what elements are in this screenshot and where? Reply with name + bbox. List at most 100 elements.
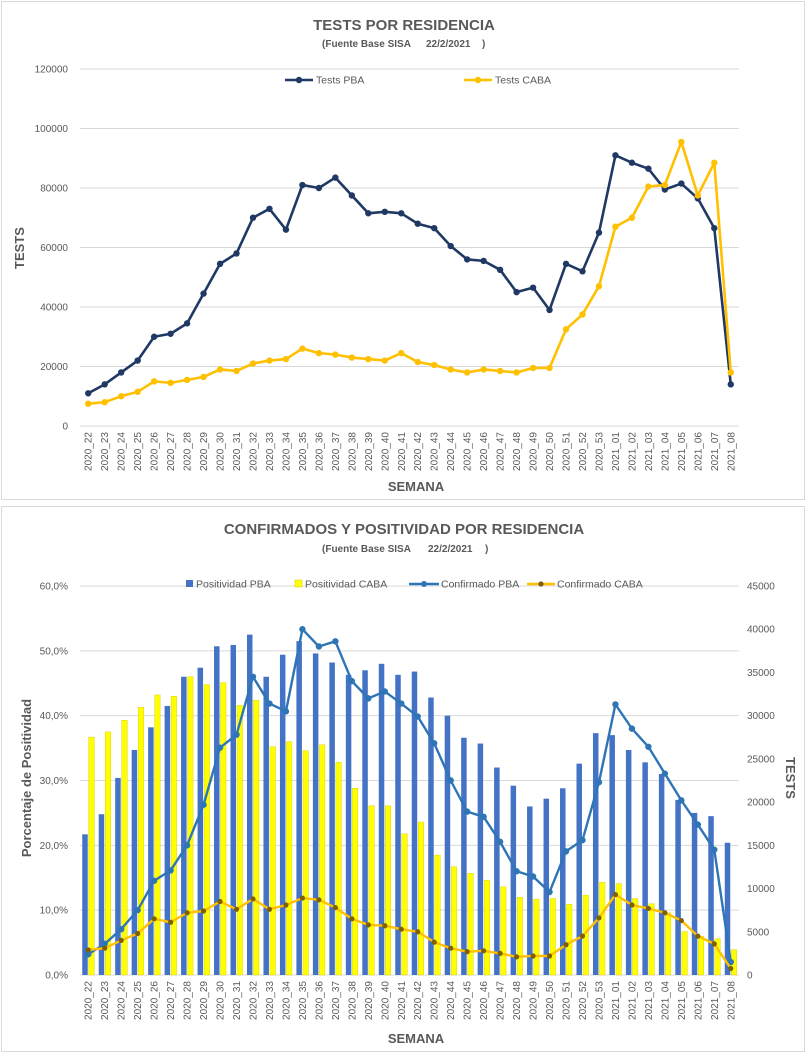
y-tick-label: 30,0% bbox=[40, 776, 68, 787]
confirmado-caba-point bbox=[332, 904, 338, 911]
x-tick-label: 2021_06 bbox=[693, 432, 704, 471]
data-point bbox=[480, 366, 487, 373]
data-point bbox=[101, 399, 108, 406]
positividad-pba-bar bbox=[494, 767, 500, 975]
x-tick-label: 2020_29 bbox=[199, 981, 210, 1020]
positividad-chart-panel: CONFIRMADOS Y POSITIVIDAD POR RESIDENCIA… bbox=[1, 506, 805, 1052]
x-tick-label: 2020_40 bbox=[380, 432, 391, 471]
data-point bbox=[414, 220, 421, 227]
positividad-caba-bar bbox=[500, 886, 507, 976]
tests-y-axis-label: TESTS bbox=[12, 227, 27, 269]
legend-swatch bbox=[294, 579, 303, 588]
x-tick-label: 2020_48 bbox=[512, 981, 523, 1020]
confirmado-caba-point bbox=[448, 945, 454, 951]
x-tick-label: 2020_41 bbox=[397, 432, 408, 471]
data-point bbox=[463, 369, 471, 376]
data-point bbox=[216, 366, 224, 373]
tests-chart-subtitle-prefix: (Fuente Base SISA bbox=[322, 39, 411, 50]
confirmado-pba-point bbox=[595, 779, 603, 786]
data-point bbox=[150, 333, 158, 340]
x-tick-label: 2020_25 bbox=[133, 981, 144, 1020]
data-point bbox=[299, 181, 306, 189]
positividad-caba-bar bbox=[418, 821, 424, 976]
confirmado-pba-point bbox=[727, 958, 734, 966]
confirmado-caba-point bbox=[563, 942, 569, 948]
positividad-caba-bar bbox=[681, 931, 688, 976]
confirmado-pba-point bbox=[546, 888, 553, 896]
confirmado-caba-point bbox=[464, 949, 470, 955]
data-point bbox=[249, 214, 257, 221]
data-point bbox=[365, 355, 372, 363]
x-tick-label: 2021_01 bbox=[611, 981, 622, 1020]
positividad-pba-bar bbox=[625, 750, 632, 975]
confirmado-caba-point bbox=[398, 926, 404, 932]
confirmado-caba-point bbox=[217, 898, 223, 905]
positividad-pba-bar bbox=[246, 634, 253, 975]
positividad-pba-bar bbox=[510, 785, 517, 975]
data-point bbox=[612, 223, 619, 230]
confirmado-pba-point bbox=[579, 836, 586, 844]
positividad-caba-bar bbox=[516, 897, 523, 976]
x-tick-label: 2020_32 bbox=[248, 432, 259, 471]
data-point bbox=[645, 165, 652, 172]
data-point bbox=[447, 242, 454, 250]
data-point bbox=[513, 288, 520, 296]
positividad-pba-bar bbox=[642, 762, 648, 975]
legend-label: Positividad PBA bbox=[196, 579, 271, 591]
positividad-caba-bar bbox=[665, 912, 672, 976]
x-tick-label: 2021_02 bbox=[627, 432, 638, 471]
y-right-tick-label: 35000 bbox=[747, 668, 775, 679]
x-tick-label: 2020_46 bbox=[479, 981, 490, 1020]
confirmado-caba-point bbox=[431, 939, 437, 945]
confirmado-pba-point bbox=[365, 695, 372, 702]
x-tick-label: 2021_01 bbox=[611, 432, 622, 471]
confirmado-pba-point bbox=[513, 868, 520, 875]
legend-swatch bbox=[186, 580, 193, 587]
positividad-caba-bar bbox=[648, 903, 655, 976]
legend-marker bbox=[474, 76, 482, 84]
data-point bbox=[266, 205, 273, 213]
positividad-pba-bar bbox=[230, 644, 237, 975]
positividad-chart-subtitle-suffix: ) bbox=[485, 544, 488, 555]
positividad-pba-bar bbox=[378, 663, 385, 975]
confirmado-pba-point bbox=[282, 708, 290, 715]
positividad-caba-bar bbox=[434, 854, 441, 976]
confirmado-pba-point bbox=[431, 740, 438, 747]
confirmado-caba-point bbox=[530, 953, 536, 959]
confirmado-pba-point bbox=[463, 808, 471, 815]
x-tick-label: 2021_03 bbox=[644, 981, 655, 1020]
positividad-caba-bar bbox=[105, 731, 111, 976]
data-point bbox=[431, 361, 438, 369]
x-tick-label: 2020_43 bbox=[430, 432, 441, 471]
x-tick-label: 2020_31 bbox=[232, 432, 243, 471]
positividad-caba-bar bbox=[236, 705, 243, 976]
y-tick-label: 80000 bbox=[40, 184, 68, 195]
positividad-pba-bar bbox=[592, 733, 599, 975]
positividad-caba-bar bbox=[599, 882, 606, 976]
positividad-caba-bar bbox=[335, 762, 342, 976]
confirmado-pba-point bbox=[200, 801, 207, 808]
legend-marker bbox=[295, 76, 303, 84]
x-tick-label: 2020_36 bbox=[314, 432, 325, 471]
tests-x-axis-label: SEMANA bbox=[388, 479, 445, 494]
data-point bbox=[85, 390, 92, 397]
x-tick-label: 2020_45 bbox=[463, 981, 474, 1020]
data-point bbox=[332, 174, 339, 181]
confirmado-caba-point bbox=[513, 954, 520, 960]
confirmado-pba-point bbox=[694, 821, 702, 828]
data-point bbox=[381, 357, 388, 364]
data-point bbox=[167, 379, 174, 387]
positividad-pba-bar bbox=[296, 641, 302, 975]
confirmado-pba-point bbox=[480, 813, 487, 821]
positividad-caba-bar bbox=[566, 904, 573, 976]
x-tick-label: 2021_06 bbox=[693, 981, 704, 1020]
positividad-pba-bar bbox=[461, 737, 467, 975]
x-tick-label: 2020_39 bbox=[364, 981, 375, 1020]
confirmado-pba-point bbox=[85, 951, 92, 958]
positividad-pba-bar bbox=[345, 674, 352, 975]
confirmado-pba-point bbox=[315, 643, 323, 650]
legend-marker bbox=[538, 581, 544, 587]
confirmado-caba-point bbox=[102, 945, 108, 951]
x-tick-label: 2020_49 bbox=[529, 981, 540, 1020]
tests-chart-subtitle-date: 22/2/2021 bbox=[426, 39, 471, 50]
